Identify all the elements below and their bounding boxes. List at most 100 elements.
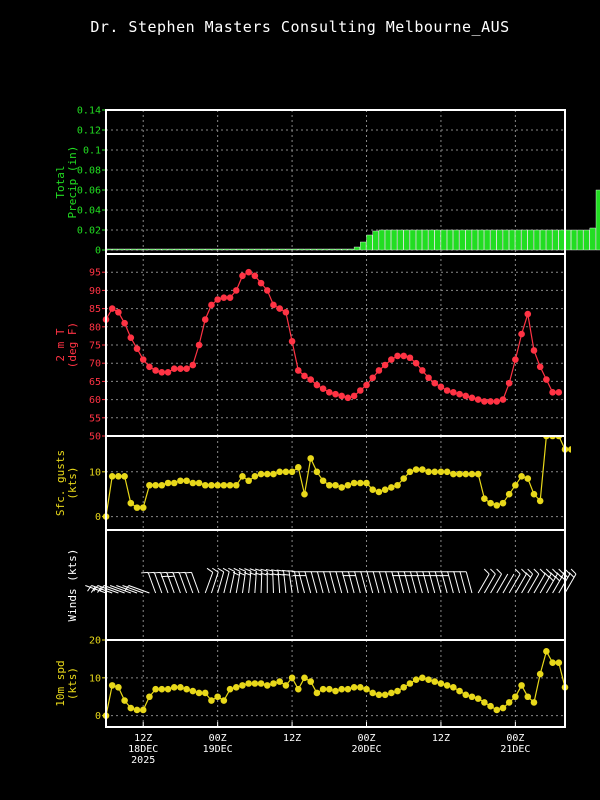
precip-bar <box>496 229 503 251</box>
data-point <box>257 279 265 287</box>
barb-feather <box>212 567 219 573</box>
precip-bar <box>130 248 137 251</box>
precip-bar <box>136 248 143 251</box>
precip-bar <box>515 229 522 251</box>
wind-barb <box>539 568 552 594</box>
data-point <box>412 359 420 367</box>
data-point <box>220 294 228 301</box>
precip-bar <box>446 229 454 251</box>
barb-staff <box>508 573 521 594</box>
barb-staff <box>160 572 169 594</box>
y-tick-label: 65 <box>89 377 101 388</box>
data-point <box>288 338 296 345</box>
wind-barb <box>496 573 509 594</box>
data-point <box>499 499 507 507</box>
data-point <box>121 472 128 480</box>
data-point <box>189 361 197 369</box>
precip-bar <box>539 229 547 251</box>
data-point <box>245 268 252 276</box>
data-point <box>263 470 271 478</box>
data-point <box>406 680 414 687</box>
y-axis-label: Winds (kts) <box>66 549 79 622</box>
data-point <box>388 484 395 491</box>
data-point <box>338 392 346 400</box>
data-point <box>226 294 234 301</box>
data-point <box>512 693 519 701</box>
data-point <box>133 504 141 511</box>
data-point <box>505 490 513 498</box>
data-point <box>108 472 116 480</box>
barb-staff <box>217 571 225 594</box>
data-point <box>115 308 122 316</box>
wind-barb <box>322 571 336 594</box>
data-point <box>294 464 302 471</box>
data-point <box>239 272 246 280</box>
barb-feather <box>238 571 246 576</box>
data-point <box>170 479 178 487</box>
barb-staff <box>409 571 417 594</box>
barb-feather <box>490 568 496 575</box>
barb-staff <box>298 571 305 594</box>
data-point <box>450 389 457 396</box>
data-point <box>164 369 172 376</box>
wind-barb <box>249 568 257 594</box>
x-tick-label: 00Z <box>209 733 227 744</box>
barb-feather <box>254 568 262 572</box>
barb-staff <box>477 573 490 594</box>
data-point <box>201 481 209 489</box>
data-point <box>456 470 463 478</box>
barb-feather <box>543 572 550 578</box>
barb-feather <box>287 570 295 572</box>
barb-staff <box>483 573 496 594</box>
barb-staff <box>122 585 144 594</box>
y-tick-label: 95 <box>89 268 101 279</box>
data-point <box>307 455 314 462</box>
x-tick-label: 19DEC <box>203 744 233 755</box>
data-point <box>121 319 128 327</box>
data-point <box>282 682 290 689</box>
data-point <box>294 685 302 693</box>
barb-feather <box>533 568 540 575</box>
data-point <box>214 296 221 303</box>
data-point <box>412 466 420 473</box>
barb-staff <box>229 571 236 594</box>
precip-bar <box>236 248 243 251</box>
data-point <box>220 697 228 704</box>
data-point <box>530 347 538 354</box>
precip-bar <box>577 229 584 251</box>
precip-bar <box>161 248 168 251</box>
barb-staff <box>329 571 336 594</box>
data-point <box>139 356 147 363</box>
barb-staff <box>347 571 355 594</box>
barb-staff <box>153 572 163 594</box>
barb-staff <box>128 585 150 594</box>
wind-barb <box>109 585 131 594</box>
precip-bar <box>186 248 193 251</box>
precip-bar <box>397 229 404 251</box>
data-point <box>462 470 470 478</box>
barb-staff <box>316 571 324 594</box>
precip-bar <box>143 248 150 251</box>
data-point <box>437 383 445 391</box>
barb-feather <box>161 575 169 578</box>
data-point <box>437 468 445 476</box>
barb-feather <box>558 568 564 575</box>
wind-barb <box>453 571 467 594</box>
data-point <box>536 497 544 505</box>
data-point <box>462 392 470 400</box>
wind-barb <box>477 568 490 594</box>
precip-bar <box>484 229 491 251</box>
wind-barb <box>153 571 169 594</box>
data-point <box>474 396 482 403</box>
barb-staff <box>434 571 442 594</box>
barb-staff <box>465 571 473 594</box>
barb-feather <box>232 571 240 576</box>
data-point <box>251 272 259 280</box>
precip-bar <box>298 248 305 251</box>
data-point <box>170 365 178 372</box>
data-point <box>189 687 197 695</box>
precip-bar <box>198 248 205 251</box>
wind-barb <box>99 585 125 594</box>
series-line <box>105 649 566 716</box>
barb-staff <box>416 571 423 594</box>
